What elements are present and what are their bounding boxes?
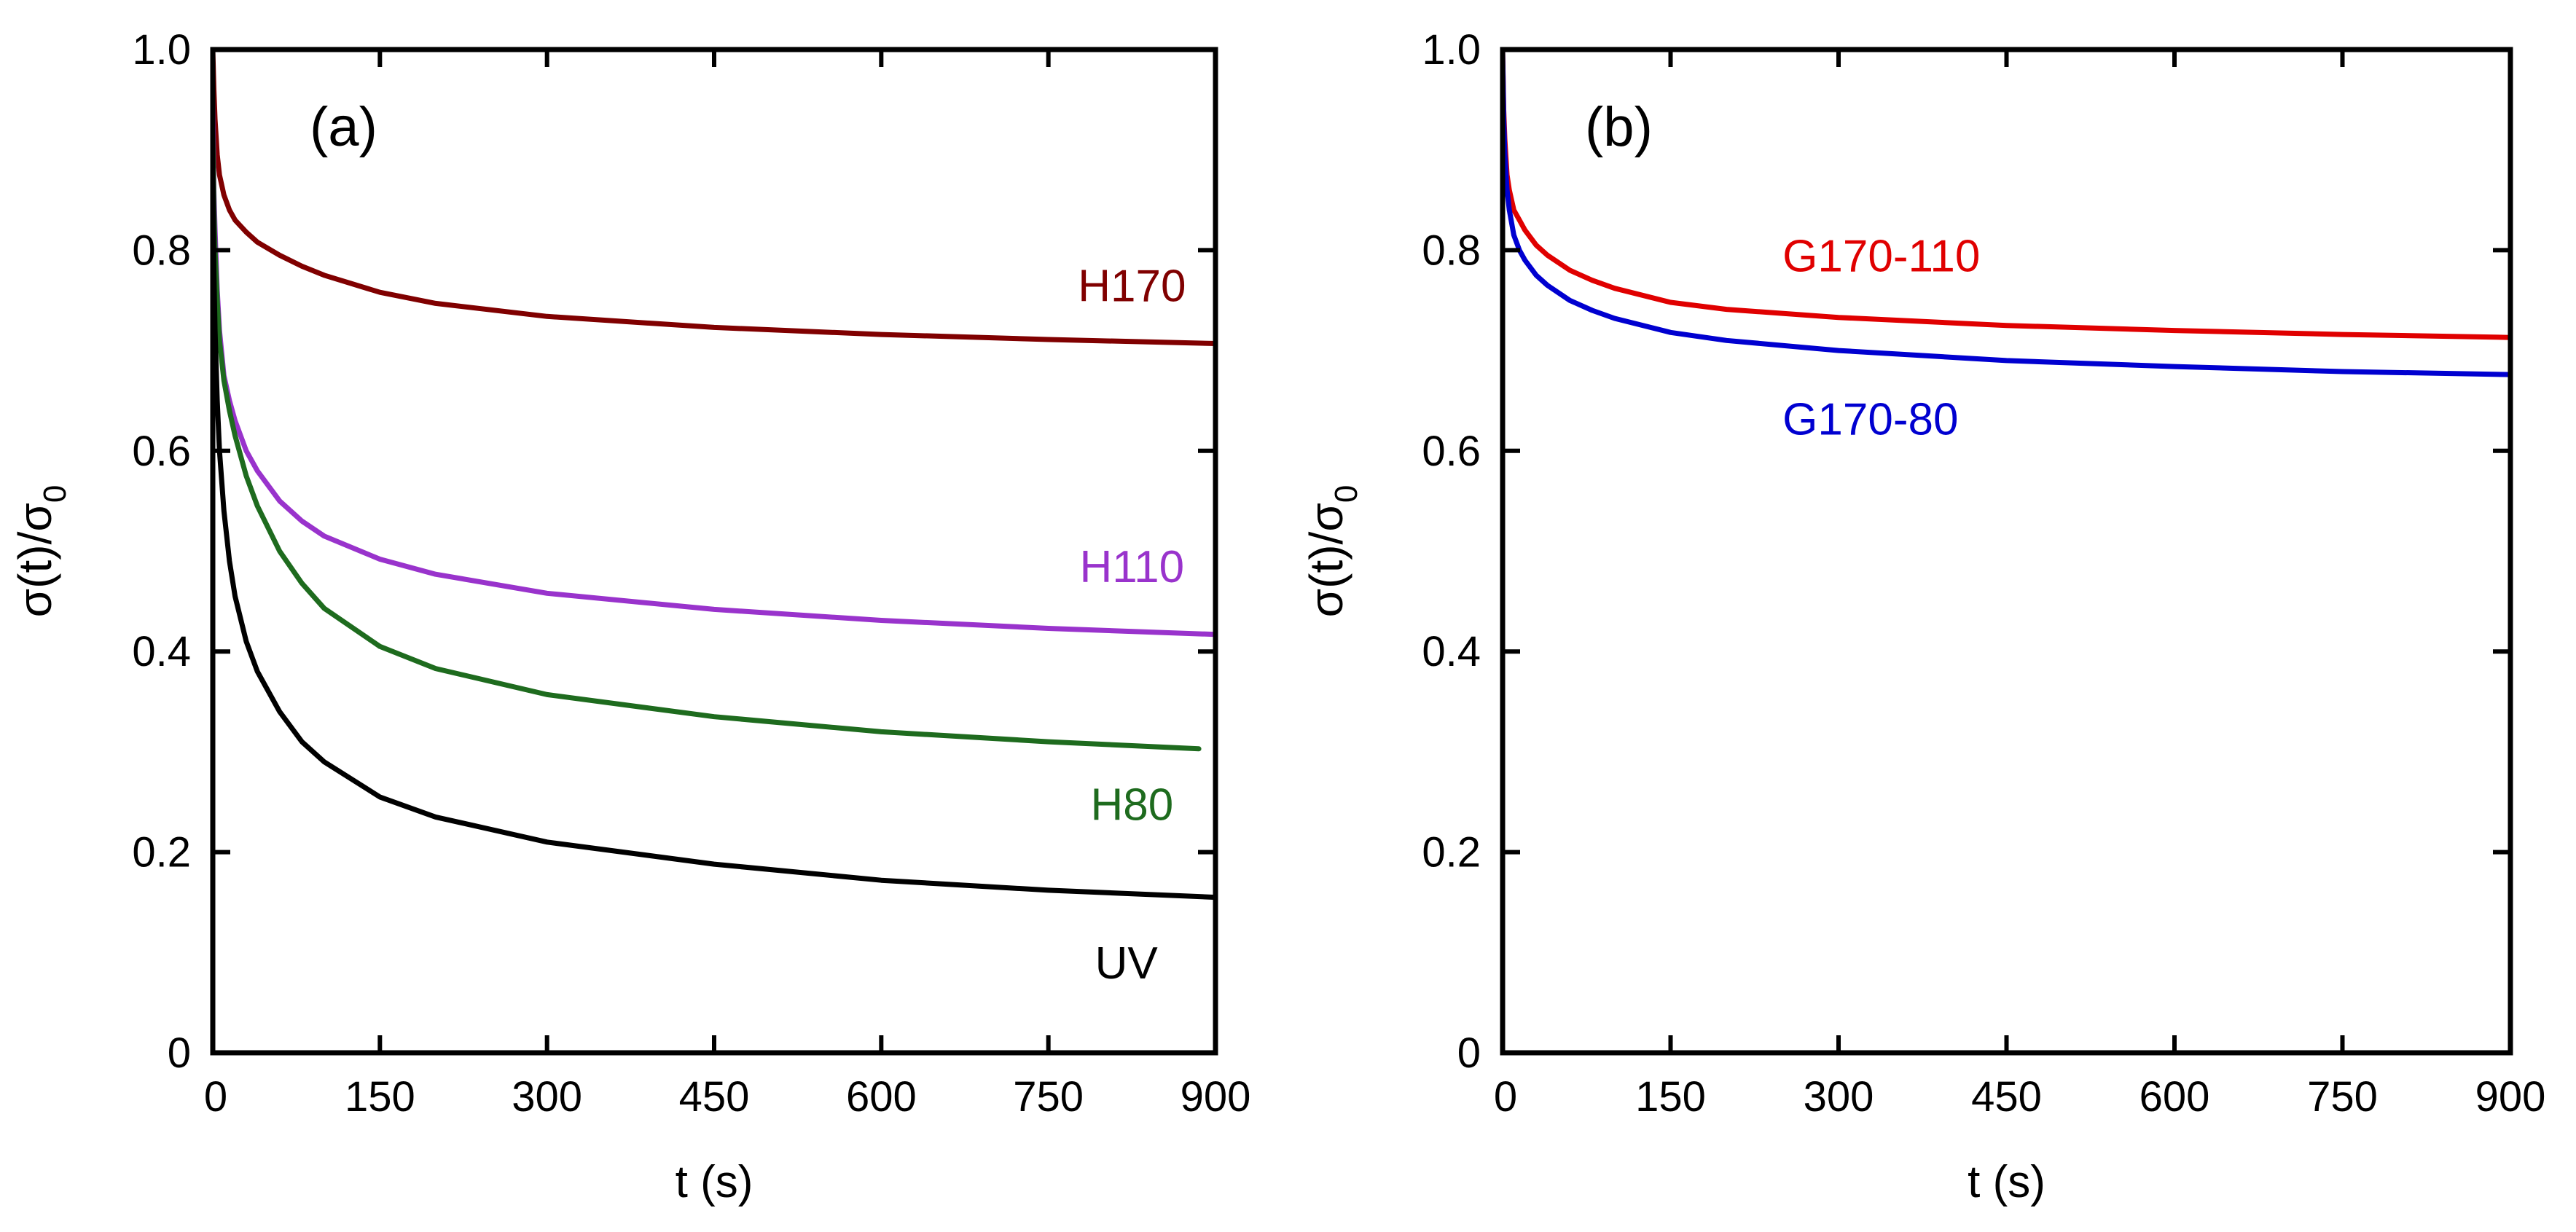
y-tick-label: 0.2 — [1422, 829, 1481, 876]
y-tick-label: 0.4 — [1422, 628, 1481, 675]
y-tick-label: 0.6 — [1422, 428, 1481, 475]
series-label-h170: H170 — [1078, 262, 1186, 312]
series-line-uv — [210, 167, 1218, 901]
series-label-h80: H80 — [1090, 780, 1173, 831]
series-line-h110 — [210, 97, 1218, 637]
x-tick-label: 0 — [1494, 1073, 1517, 1121]
series-label-g170-80: G170-80 — [1782, 395, 1958, 445]
x-tick-label: 750 — [2307, 1073, 2378, 1121]
y-axis-label: σ(t)/σ0 — [9, 485, 73, 618]
x-tick-label: 0 — [204, 1073, 227, 1121]
panel-label: (a) — [310, 96, 377, 158]
y-tick-label: 1.0 — [132, 26, 191, 74]
series-label-uv: UV — [1095, 938, 1159, 989]
y-tick-label: 0.2 — [132, 829, 191, 876]
x-tick-label: 300 — [512, 1073, 582, 1121]
panel-a: 0 150 300 450 600 750 900 0 0.2 0.4 0.6 0.8 1.0 H170 H… — [9, 26, 1250, 1207]
y-tick-label: 0.8 — [1422, 227, 1481, 274]
y-axis-label-main: σ(t)/σ — [9, 503, 61, 617]
x-tick-label: 600 — [2140, 1073, 2210, 1121]
series-label-g170-110: G170-110 — [1782, 231, 1980, 281]
x-axis-label: t (s) — [676, 1157, 753, 1207]
x-tick-label: 450 — [679, 1073, 750, 1121]
series-line-g170-80 — [1500, 47, 2513, 377]
y-tick-label: 0 — [168, 1029, 191, 1077]
x-tick-label: 750 — [1013, 1073, 1084, 1121]
x-tick-label: 900 — [2475, 1073, 2546, 1121]
plot-frame — [1500, 47, 2513, 1056]
y-tick-label: 1.0 — [1422, 26, 1481, 74]
y-axis-label: σ(t)/σ0 — [1300, 485, 1364, 618]
y-axis-label-subscript: 0 — [37, 485, 73, 503]
y-tick-label: 0.6 — [132, 428, 191, 475]
plot-frame — [210, 47, 1218, 1056]
y-tick-label: 0.4 — [132, 628, 191, 675]
x-tick-label: 600 — [846, 1073, 917, 1121]
x-axis-label: t (s) — [1968, 1157, 2045, 1207]
y-tick-label: 0 — [1457, 1029, 1481, 1077]
y-axis-label-subscript: 0 — [1328, 485, 1364, 503]
series-label-h110: H110 — [1080, 542, 1185, 592]
y-axis-label-main: σ(t)/σ — [1300, 503, 1352, 617]
series-line-h170 — [210, 47, 1218, 346]
series-line-g170-110 — [1500, 47, 2513, 340]
panel-label: (b) — [1585, 96, 1653, 158]
x-tick-label: 300 — [1804, 1073, 1874, 1121]
x-tick-label: 450 — [1971, 1073, 2042, 1121]
x-tick-label: 150 — [345, 1073, 415, 1121]
x-tick-label: 150 — [1635, 1073, 1706, 1121]
y-tick-label: 0.8 — [132, 227, 191, 274]
panel-b: 0 150 300 450 600 750 900 0 0.2 0.4 0.6 0.8 1.0 G170-… — [1300, 26, 2545, 1207]
x-tick-label: 900 — [1181, 1073, 1251, 1121]
series-line-h80 — [210, 127, 1202, 752]
